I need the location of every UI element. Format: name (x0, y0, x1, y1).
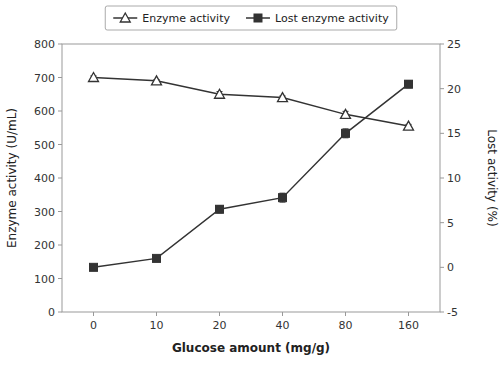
x-axis-label: Glucose amount (mg/g) (172, 341, 330, 355)
error-bar (343, 129, 349, 138)
point (278, 93, 288, 102)
x-tick-label: 80 (339, 319, 353, 332)
point (341, 109, 351, 118)
point (342, 129, 350, 137)
error-bar (217, 206, 223, 213)
error-bar (280, 193, 286, 202)
y2-tick-label: 0 (447, 261, 454, 274)
point (153, 254, 161, 262)
legend-box (105, 6, 397, 30)
legend-marker (120, 13, 130, 22)
y-tick (58, 77, 62, 78)
point (404, 121, 414, 130)
x-tick-label: 160 (398, 319, 419, 332)
y2-tick-label: -5 (447, 306, 458, 319)
point (216, 205, 224, 213)
y2-tick (440, 267, 444, 268)
point (89, 73, 99, 82)
series-line (94, 78, 409, 127)
legend-item: Lost enzyme activity (246, 12, 389, 25)
x-tick-label: 20 (213, 319, 227, 332)
legend-item: Enzyme activity (113, 12, 230, 25)
y-tick-label: 600 (34, 105, 55, 118)
y-tick-label: 500 (34, 139, 55, 152)
y2-axis-label: Lost activity (%) (485, 129, 499, 226)
y-tick (58, 44, 62, 45)
x-tick-label: 0 (90, 319, 97, 332)
plot-frame (62, 44, 440, 312)
x-tick-label: 10 (150, 319, 164, 332)
y2-tick (440, 222, 444, 223)
point (279, 194, 287, 202)
y-tick-label: 100 (34, 273, 55, 286)
y2-tick (440, 133, 444, 134)
legend: Enzyme activity Lost enzyme activity (105, 6, 397, 30)
y2-tick (440, 44, 444, 45)
error-bar (406, 81, 412, 88)
y-tick (58, 245, 62, 246)
y-tick (58, 178, 62, 179)
point (215, 89, 225, 98)
y2-tick-label: 20 (447, 83, 461, 96)
y-tick-label: 300 (34, 206, 55, 219)
y2-tick (440, 178, 444, 179)
legend-label: Enzyme activity (142, 12, 230, 25)
y-tick (58, 278, 62, 279)
y2-tick-label: 25 (447, 38, 461, 51)
y-tick-label: 400 (34, 172, 55, 185)
y-tick-label: 200 (34, 239, 55, 252)
point (405, 80, 413, 88)
x-tick (219, 312, 220, 316)
y-tick (58, 312, 62, 313)
y2-tick-label: 10 (447, 172, 461, 185)
x-tick-label: 40 (276, 319, 290, 332)
legend-label: Lost enzyme activity (275, 12, 389, 25)
series-line (94, 84, 409, 267)
y2-tick-label: 5 (447, 217, 454, 230)
y-axis-label: Enzyme activity (U/mL) (5, 108, 19, 248)
x-tick (156, 312, 157, 316)
series-group (89, 73, 414, 131)
y-tick-label: 0 (48, 306, 55, 319)
y-tick (58, 144, 62, 145)
y-tick-label: 800 (34, 38, 55, 51)
series-group (90, 80, 413, 271)
x-tick (408, 312, 409, 316)
x-tick (345, 312, 346, 316)
y-tick (58, 111, 62, 112)
x-tick (282, 312, 283, 316)
point (90, 263, 98, 271)
x-tick (93, 312, 94, 316)
y-tick-label: 700 (34, 72, 55, 85)
plot-area (89, 73, 414, 272)
y-tick (58, 211, 62, 212)
y2-tick (440, 88, 444, 89)
point (152, 76, 162, 85)
legend-marker (254, 14, 262, 22)
y2-tick-label: 15 (447, 127, 461, 140)
y2-tick (440, 312, 444, 313)
